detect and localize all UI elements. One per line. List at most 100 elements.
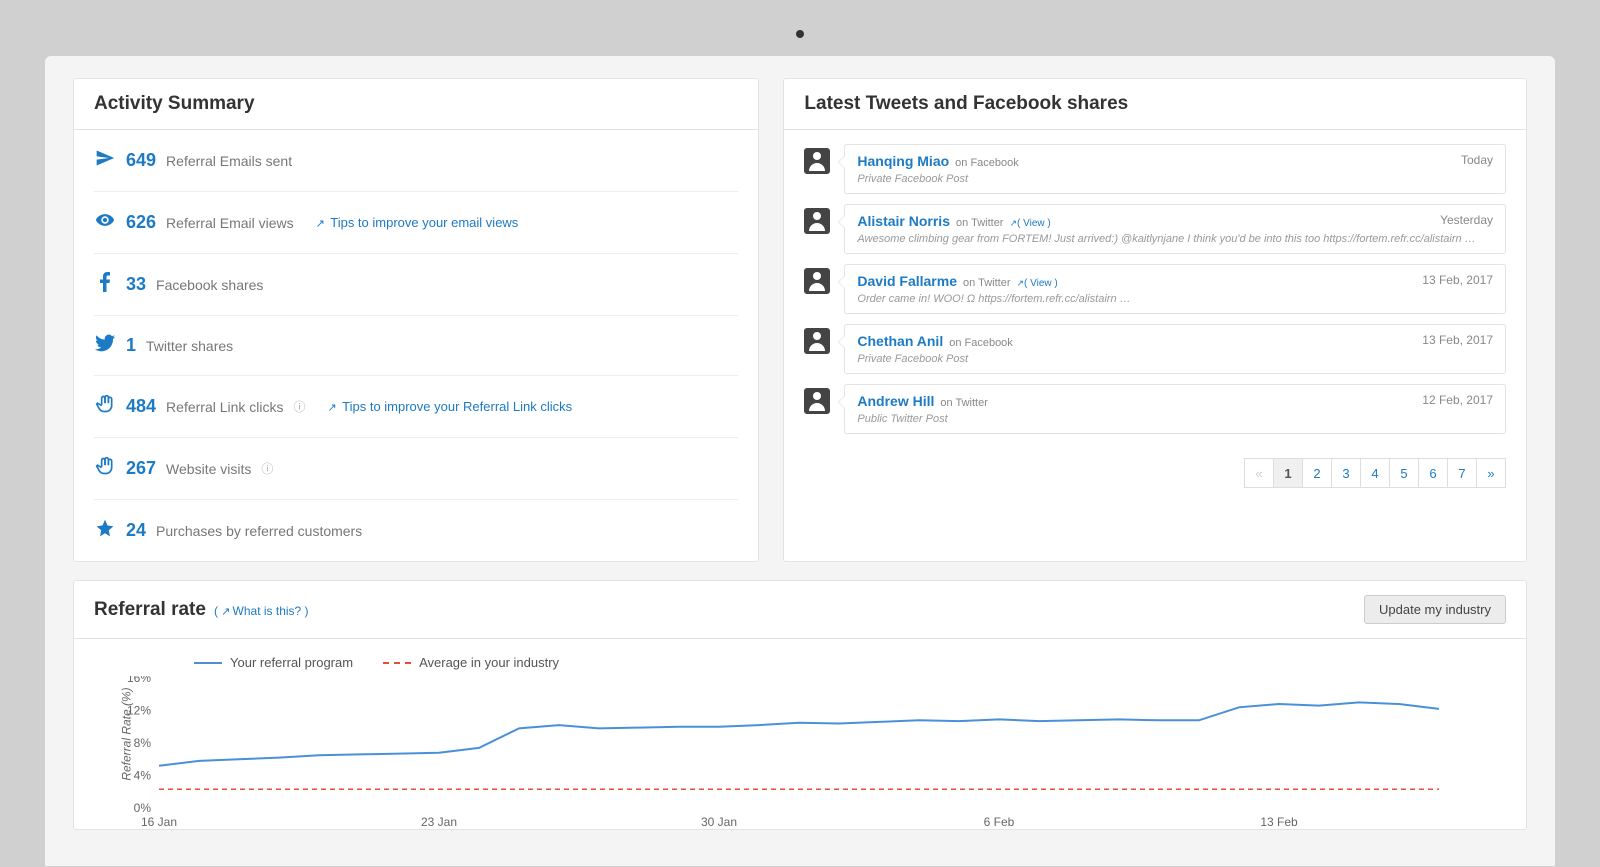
activity-row: 649 Referral Emails sent	[94, 130, 738, 192]
svg-text:8%: 8%	[134, 736, 152, 750]
activity-count: 267	[126, 458, 156, 479]
legend-label: Your referral program	[230, 655, 353, 670]
legend-item: Average in your industry	[383, 655, 559, 670]
activity-count: 649	[126, 150, 156, 171]
feed-body: Awesome climbing gear from FORTEM! Just …	[857, 233, 1493, 245]
feed-date: Yesterday	[1440, 213, 1493, 227]
svg-text:4%: 4%	[134, 769, 152, 783]
activity-row: 626 Referral Email views ↗ Tips to improve…	[94, 192, 738, 254]
referral-rate-title: Referral rate	[94, 599, 206, 621]
feed-platform: on Facebook	[949, 337, 1013, 349]
activity-count: 33	[126, 274, 146, 295]
activity-label: Purchases by referred customers	[156, 523, 362, 539]
activity-label: Facebook shares	[156, 277, 263, 293]
activity-row: 1 Twitter shares	[94, 316, 738, 376]
page-3[interactable]: 3	[1331, 458, 1361, 488]
feed-author[interactable]: Alistair Norris	[857, 213, 950, 229]
eye-icon	[94, 210, 116, 235]
feed-bubble: Alistair Norrison Twitter↗( View ) Yeste…	[844, 204, 1506, 254]
page-2[interactable]: 2	[1302, 458, 1332, 488]
svg-text:16%: 16%	[127, 676, 151, 685]
feed-body: Private Facebook Post	[857, 353, 1493, 365]
avatar	[804, 148, 830, 174]
feed-body: Order came in! WOO! Ω https://fortem.ref…	[857, 293, 1493, 305]
activity-row: 33 Facebook shares	[94, 254, 738, 316]
activity-label: Referral Email views	[166, 215, 294, 231]
social-feed-title: Latest Tweets and Facebook shares	[804, 93, 1128, 115]
activity-count: 484	[126, 396, 156, 417]
feed-author[interactable]: Hanqing Miao	[857, 153, 949, 169]
feed-date: 12 Feb, 2017	[1422, 393, 1493, 407]
feed-bubble: David Fallarme on Twitter ↗( View ) 13 Feb…	[844, 264, 1506, 314]
view-link[interactable]: ↗( View )	[1017, 278, 1058, 289]
tip-link[interactable]: ↗ Tips to improve your email views	[316, 215, 519, 230]
page-4[interactable]: 4	[1360, 458, 1390, 488]
svg-text:0%: 0%	[134, 801, 152, 815]
hand-icon	[94, 394, 116, 419]
referral-rate-panel: Referral rate ( ↗What is this? ) Update …	[73, 580, 1527, 830]
svg-text:13 Feb: 13 Feb	[1260, 815, 1298, 829]
dashboard-screen: Activity Summary 649 Referral Emails sent…	[45, 56, 1555, 866]
send-icon	[94, 148, 116, 173]
feed-author[interactable]: Chethan Anil	[857, 333, 943, 349]
pagination: «1234567»	[784, 452, 1526, 502]
svg-text:16 Jan: 16 Jan	[141, 815, 177, 829]
feed-date: 13 Feb, 2017	[1422, 273, 1493, 287]
feed-author[interactable]: David Fallarme	[857, 273, 957, 289]
legend-item: Your referral program	[194, 655, 353, 670]
hand-icon	[94, 456, 116, 481]
feed-body: Public Twitter Post	[857, 413, 1493, 425]
update-industry-button[interactable]: Update my industry	[1364, 595, 1506, 624]
svg-text:30 Jan: 30 Jan	[701, 815, 737, 829]
feed-body: Private Facebook Post	[857, 173, 1493, 185]
avatar	[804, 388, 830, 414]
tip-link[interactable]: ↗ Tips to improve your Referral Link cli…	[328, 399, 573, 414]
activity-label: Referral Emails sent	[166, 153, 292, 169]
activity-row: 484 Referral Link clicks ⓘ ↗ Tips to improv…	[94, 376, 738, 438]
activity-row: 24 Purchases by referred customers	[94, 500, 738, 561]
activity-count: 626	[126, 212, 156, 233]
feed-item: David Fallarme on Twitter ↗( View ) 13 Feb…	[804, 264, 1506, 314]
feed-author[interactable]: Andrew Hill	[857, 393, 934, 409]
feed-item: Chethan Anil on Facebook 13 Feb, 2017 Pri…	[804, 324, 1506, 374]
activity-summary-panel: Activity Summary 649 Referral Emails sent…	[73, 78, 759, 562]
page-next[interactable]: »	[1476, 458, 1506, 488]
camera-dot	[796, 30, 804, 38]
legend-swatch	[194, 662, 222, 664]
legend-label: Average in your industry	[419, 655, 559, 670]
info-icon[interactable]: ⓘ	[294, 398, 306, 415]
activity-count: 1	[126, 335, 136, 356]
feed-bubble: Hanqing Miaoon Facebook Today Private Fa…	[844, 144, 1506, 194]
activity-label: Twitter shares	[146, 338, 233, 354]
tw-icon	[94, 334, 116, 357]
page-6[interactable]: 6	[1418, 458, 1448, 488]
feed-platform: on Twitter	[940, 397, 988, 409]
page-5[interactable]: 5	[1389, 458, 1419, 488]
star-icon	[94, 518, 116, 543]
feed-date: 13 Feb, 2017	[1422, 333, 1493, 347]
svg-text:23 Jan: 23 Jan	[421, 815, 457, 829]
feed-bubble: Chethan Anil on Facebook 13 Feb, 2017 Pri…	[844, 324, 1506, 374]
avatar	[804, 208, 830, 234]
feed-date: Today	[1461, 153, 1493, 167]
activity-summary-title: Activity Summary	[94, 93, 255, 115]
feed-platform: on Twitter	[963, 277, 1011, 289]
page-7[interactable]: 7	[1447, 458, 1477, 488]
chart-ylabel: Referral Rate (%)	[120, 687, 134, 780]
chart-legend: Your referral program Average in your ind…	[194, 655, 1496, 670]
activity-row: 267 Website visits ⓘ	[94, 438, 738, 500]
feed-item: Alistair Norrison Twitter↗( View ) Yeste…	[804, 204, 1506, 254]
activity-count: 24	[126, 520, 146, 541]
activity-label: Website visits	[166, 461, 251, 477]
what-is-this-link[interactable]: ( ↗What is this? )	[214, 604, 309, 618]
info-icon[interactable]: ⓘ	[261, 460, 273, 477]
view-link[interactable]: ↗( View )	[1009, 218, 1050, 229]
feed-item: Andrew Hill on Twitter 12 Feb, 2017 Publi…	[804, 384, 1506, 434]
page-1[interactable]: 1	[1273, 458, 1303, 488]
feed-item: Hanqing Miaoon Facebook Today Private Fa…	[804, 144, 1506, 194]
avatar	[804, 268, 830, 294]
referral-chart-svg: 0%4%8%12%16%16 Jan23 Jan30 Jan6 Feb13 Fe…	[104, 676, 1449, 834]
social-feed-panel: Latest Tweets and Facebook shares Hanqin…	[783, 78, 1527, 562]
page-prev: «	[1244, 458, 1274, 488]
activity-label: Referral Link clicks	[166, 399, 283, 415]
